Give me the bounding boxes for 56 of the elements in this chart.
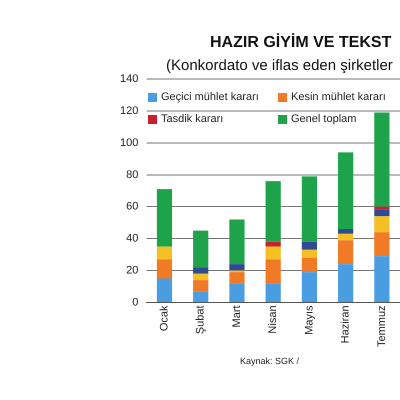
- x-tick-label: Haziran: [340, 305, 352, 344]
- bar: [338, 264, 354, 302]
- bar: [374, 232, 390, 256]
- bar: [374, 210, 390, 216]
- y-tick-label: 140: [120, 73, 138, 86]
- y-tick-label: 0: [132, 296, 138, 308]
- bar: [229, 219, 245, 264]
- bar: [302, 242, 318, 250]
- bar: [302, 272, 318, 302]
- x-tick-label: Ocak: [158, 304, 170, 332]
- x-tick-label: Nisan: [267, 305, 280, 334]
- x-tick-label: Şubat: [194, 305, 207, 334]
- bar: [374, 216, 390, 232]
- bar: [156, 246, 172, 260]
- y-tick-label: 100: [120, 136, 138, 149]
- legend-label: Genel toplam: [291, 113, 356, 125]
- legend-label: Kesin mühlet kararı: [291, 91, 386, 103]
- bar: [229, 272, 245, 284]
- bar: [374, 256, 390, 302]
- bar: [266, 246, 281, 260]
- bar: [338, 234, 354, 240]
- bar: [374, 112, 390, 207]
- bar: [156, 189, 172, 247]
- bar: [229, 283, 245, 302]
- bar: [266, 259, 281, 284]
- y-tick-label: 60: [126, 200, 138, 213]
- x-tick-label: Temmuz: [376, 305, 388, 347]
- bar: [193, 291, 208, 302]
- bar: [302, 176, 318, 242]
- bar: [338, 152, 354, 230]
- legend-label: Geçici mühlet kararı: [161, 91, 259, 103]
- x-tick-label: Mart: [230, 305, 243, 328]
- bar: [193, 230, 208, 268]
- bar: [302, 250, 318, 258]
- x-tick-label: Mayıs: [303, 304, 316, 335]
- bar: [338, 229, 354, 234]
- bar: [156, 259, 172, 278]
- bar: [229, 264, 245, 271]
- bar: [193, 280, 208, 292]
- bar: [193, 267, 208, 274]
- bar: [338, 240, 354, 264]
- bar: [266, 283, 281, 302]
- text: Kaynak: SGK /: [240, 356, 300, 366]
- legend-label: Tasdik kararı: [161, 113, 224, 125]
- y-tick-label: 120: [120, 104, 138, 117]
- chart-subtitle: (Konkordato ve iflas eden şirketler: [166, 57, 393, 74]
- y-tick-label: 80: [126, 168, 138, 181]
- bar: [193, 274, 208, 280]
- bar: [302, 258, 318, 272]
- chart-title: HAZIR GİYİM VE TEKST: [210, 34, 392, 52]
- y-tick-label: 20: [126, 264, 138, 277]
- bar: [156, 278, 172, 302]
- bar: [266, 181, 281, 242]
- bar: [374, 206, 390, 210]
- y-tick-label: 40: [126, 232, 138, 245]
- bar: [266, 242, 281, 247]
